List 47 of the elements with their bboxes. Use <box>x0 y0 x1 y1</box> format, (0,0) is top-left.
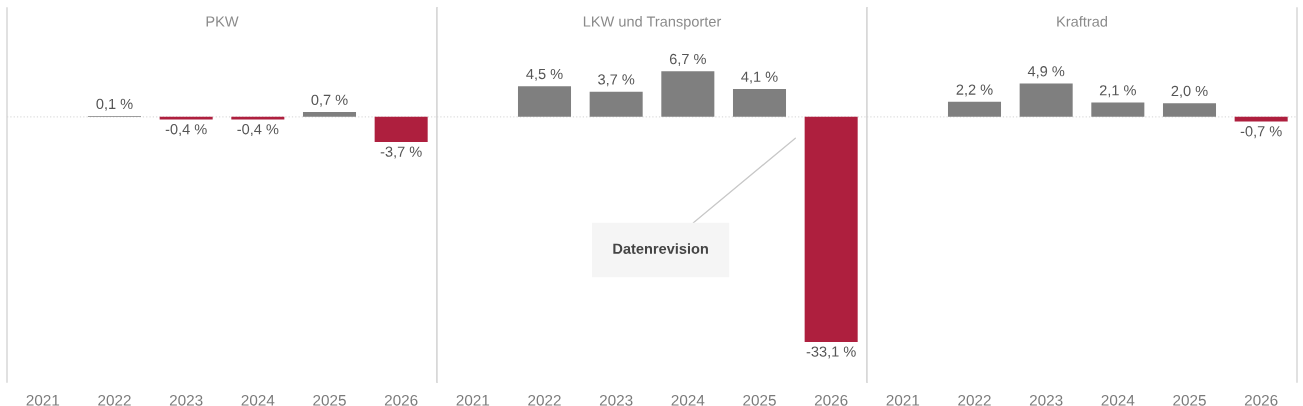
data-label: 2,1 % <box>1099 85 1136 98</box>
x-tick-label: 2024 <box>1101 394 1135 406</box>
bar <box>661 71 715 117</box>
x-tick-label: 2026 <box>1244 394 1278 406</box>
data-label: 0,1 % <box>96 98 133 111</box>
chart-title: Kraftrad <box>1057 16 1107 27</box>
x-tick-label: 2024 <box>671 394 705 406</box>
x-tick-label: 2022 <box>958 394 991 406</box>
data-label: 6,7 % <box>669 53 706 66</box>
x-tick-label: 2024 <box>241 394 275 406</box>
bar <box>1091 102 1145 117</box>
x-tick-label: 2021 <box>886 394 920 406</box>
x-tick-label: 2023 <box>599 394 633 406</box>
x-tick-label: 2025 <box>1173 394 1206 406</box>
data-label: 2,2 % <box>956 84 993 97</box>
data-label: 2,0 % <box>1171 85 1208 98</box>
data-label: -0,4 % <box>237 124 279 137</box>
text: LKW und Transporter <box>583 16 722 30</box>
bar <box>732 88 787 117</box>
data-label: -3,7 % <box>380 146 422 159</box>
data-label: 4,5 % <box>526 68 563 81</box>
x-tick-label: 2021 <box>26 394 60 406</box>
data-label: -0,4 % <box>165 124 207 137</box>
chart-title: PKW <box>206 16 239 27</box>
x-tick-label: 2022 <box>528 394 561 406</box>
x-tick-label: 2025 <box>313 394 346 406</box>
bar <box>947 101 1002 117</box>
x-tick-label: 2023 <box>169 394 203 406</box>
bar <box>589 91 643 117</box>
x-tick-label: 2022 <box>98 394 131 406</box>
data-label: 4,9 % <box>1027 66 1065 79</box>
x-tick-label: 2025 <box>743 394 776 406</box>
bar <box>1019 83 1073 117</box>
data-label: 3,7 % <box>598 74 635 87</box>
x-tick-label: 2021 <box>456 394 490 406</box>
x-tick-label: 2026 <box>384 394 418 406</box>
bar <box>1234 116 1288 122</box>
bar <box>1162 103 1217 117</box>
data-label: -0,7 % <box>1240 126 1282 139</box>
annotation: Datenrevision <box>613 243 708 254</box>
x-tick-label: 2026 <box>814 394 848 406</box>
x-tick-label: 2023 <box>1029 394 1063 406</box>
bar <box>804 116 858 342</box>
data-label: 4,1 % <box>741 71 778 84</box>
bar <box>517 86 572 117</box>
data-label: 0,7 % <box>311 94 348 107</box>
data-label: -33,1 % <box>806 346 856 359</box>
